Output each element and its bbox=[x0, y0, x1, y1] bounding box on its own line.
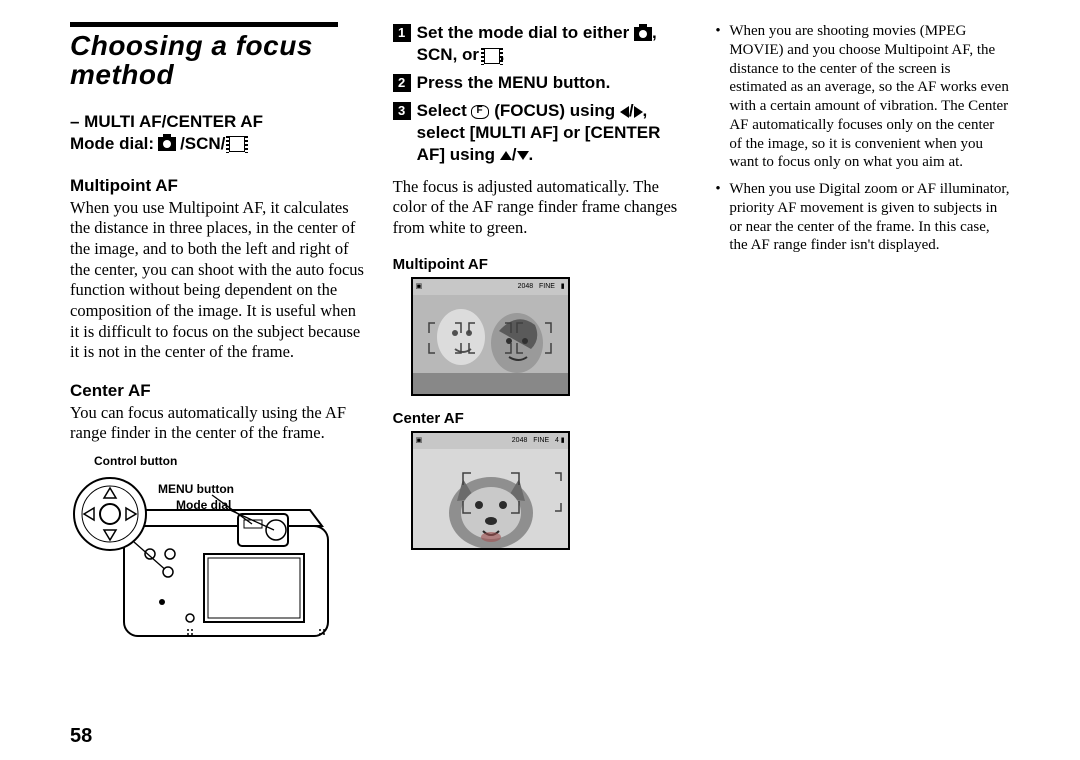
sample-center: ▣2048 FINE 4 ▮ bbox=[411, 431, 570, 550]
camera-icon bbox=[634, 27, 652, 41]
column-1: Choosing a focus method – MULTI AF/CENTE… bbox=[70, 22, 365, 654]
note-1: When you are shooting movies (MPEG MOVIE… bbox=[715, 22, 1010, 172]
step-3-text: Select (FOCUS) using /, select [MULTI AF… bbox=[417, 100, 688, 166]
af-brackets-multi bbox=[413, 279, 568, 394]
page-number: 58 bbox=[70, 725, 92, 748]
step-1-text: Set the mode dial to either , SCN, or . bbox=[417, 22, 688, 66]
label-menu-button: MENU button bbox=[158, 482, 234, 496]
note-2: When you use Digital zoom or AF illumina… bbox=[715, 180, 1010, 255]
camera-icon bbox=[158, 137, 176, 151]
step-number-3-icon: 3 bbox=[393, 102, 411, 120]
mode-dial-prefix: Mode dial: bbox=[70, 134, 154, 154]
step-number-1-icon: 1 bbox=[393, 24, 411, 42]
step-2-text: Press the MENU button. bbox=[417, 72, 688, 94]
title-rule bbox=[70, 22, 338, 27]
center-heading: Center AF bbox=[70, 381, 365, 401]
up-arrow-icon bbox=[500, 151, 512, 160]
sample2-label: Center AF bbox=[393, 410, 688, 427]
section-heading: – MULTI AF/CENTER AF bbox=[70, 112, 365, 132]
step-number-2-icon: 2 bbox=[393, 74, 411, 92]
film-icon bbox=[229, 136, 245, 152]
notes-list: When you are shooting movies (MPEG MOVIE… bbox=[715, 22, 1010, 255]
label-control-button: Control button bbox=[94, 454, 177, 468]
sample-multipoint: ▣2048 FINE ▮ bbox=[411, 277, 570, 396]
step-1: 1 Set the mode dial to either , SCN, or … bbox=[393, 22, 688, 66]
step1-frag1: Set the mode dial to either bbox=[417, 23, 634, 42]
af-bracket-center bbox=[413, 433, 568, 548]
step3-frag4: . bbox=[529, 145, 534, 164]
sample1-label: Multipoint AF bbox=[393, 256, 688, 273]
multipoint-body: When you use Multipoint AF, it calculate… bbox=[70, 198, 365, 363]
film-icon bbox=[484, 48, 500, 64]
right-arrow-icon bbox=[634, 106, 643, 118]
auto-focus-body: The focus is adjusted automatically. The… bbox=[393, 177, 688, 239]
page-title: Choosing a focus method bbox=[70, 31, 365, 90]
step-2: 2 Press the MENU button. bbox=[393, 72, 688, 94]
left-arrow-icon bbox=[620, 106, 629, 118]
step3-frag2: (FOCUS) using bbox=[489, 101, 619, 120]
focus-icon bbox=[471, 105, 489, 119]
column-3: When you are shooting movies (MPEG MOVIE… bbox=[715, 22, 1010, 654]
step-3: 3 Select (FOCUS) using /, select [MULTI … bbox=[393, 100, 688, 166]
step3-frag1: Select bbox=[417, 101, 472, 120]
mode-dial-mid: /SCN/ bbox=[180, 134, 225, 154]
label-mode-dial: Mode dial bbox=[176, 498, 231, 512]
down-arrow-icon bbox=[517, 151, 529, 160]
multipoint-heading: Multipoint AF bbox=[70, 176, 365, 196]
column-2: 1 Set the mode dial to either , SCN, or … bbox=[393, 22, 688, 654]
mode-dial-line: Mode dial: /SCN/ bbox=[70, 134, 365, 154]
center-body: You can focus automatically using the AF… bbox=[70, 403, 365, 444]
camera-illustration: Control button MENU button Mode dial bbox=[70, 454, 350, 654]
